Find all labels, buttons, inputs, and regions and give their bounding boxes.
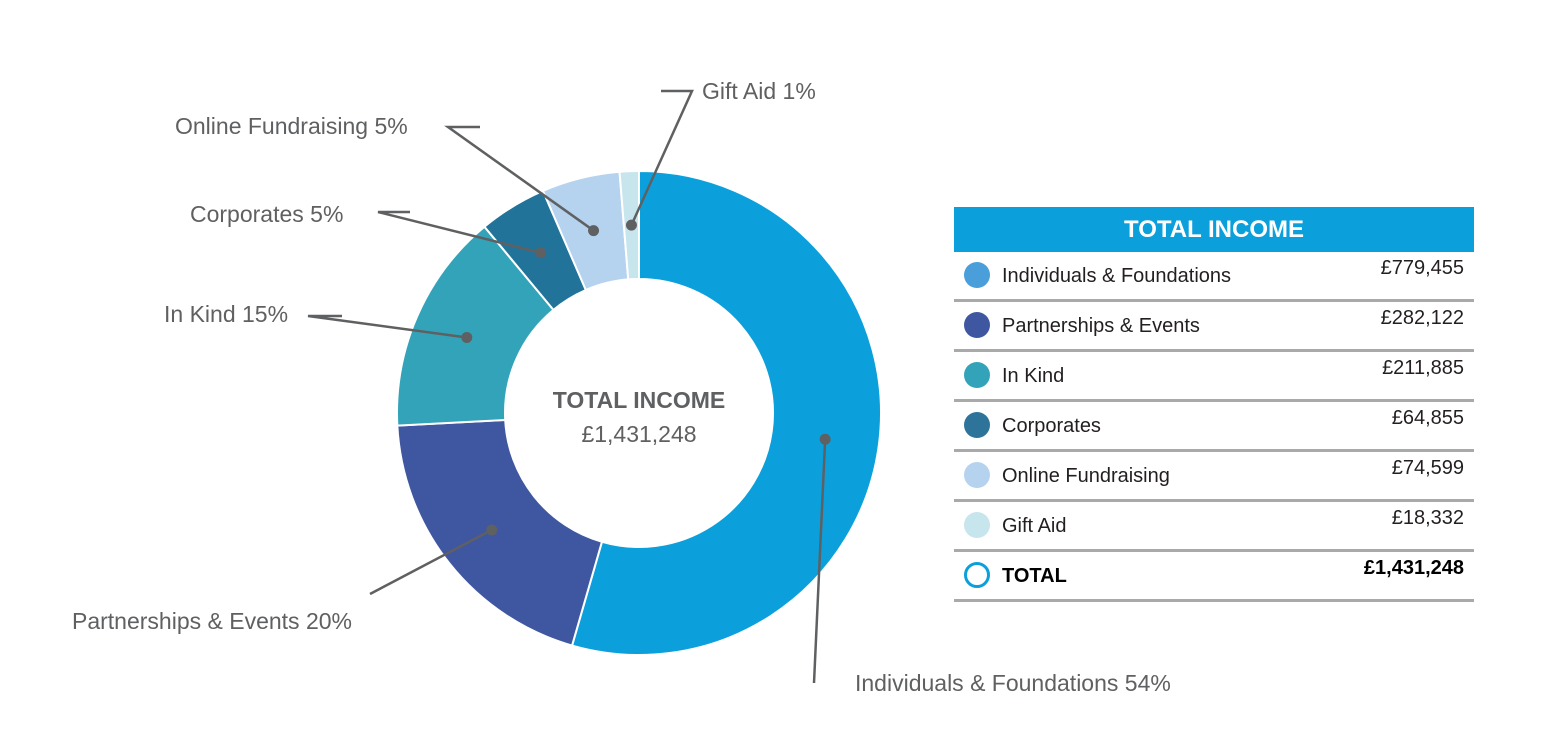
legend-dot-icon: [964, 362, 990, 388]
table-row-corporates: Corporates £64,855: [954, 402, 1474, 452]
legend-dot-icon: [964, 462, 990, 488]
total-amount: £1,431,248: [1363, 557, 1464, 579]
slice-partnerships-events: [396, 418, 604, 647]
leader-line-gift-aid: [630, 89, 694, 226]
leader-line-in-kind: [307, 314, 467, 339]
callout-partnerships-events: Partnerships & Events 20%: [72, 608, 352, 634]
table-header: TOTAL INCOME: [954, 207, 1474, 252]
callout-online-fundraising: Online Fundraising 5%: [175, 113, 408, 139]
total-ring-icon: [964, 562, 990, 588]
legend-dot-icon: [964, 262, 990, 288]
leader-dot-individuals-foundations: [819, 433, 831, 445]
row-amount: £64,855: [1391, 407, 1464, 429]
total-label: TOTAL: [1002, 565, 1067, 587]
slice-in-kind: [396, 225, 555, 427]
callout-in-kind: In Kind 15%: [164, 301, 288, 327]
callout-gift-aid: Gift Aid 1%: [702, 78, 816, 104]
callout-labels: Individuals & Foundations 54% Partnershi…: [72, 78, 1171, 696]
callout-leaders: [307, 89, 831, 684]
leader-dot-partnerships-events: [486, 524, 498, 536]
row-label: In Kind: [1002, 365, 1065, 387]
row-amount: £779,455: [1380, 257, 1464, 279]
row-label: Online Fundraising: [1002, 465, 1170, 487]
leader-dot-gift-aid: [625, 219, 637, 231]
leader-line-individuals-foundations: [812, 439, 827, 684]
row-amount: £74,599: [1391, 457, 1464, 479]
callout-individuals-foundations: Individuals & Foundations 54%: [855, 670, 1171, 696]
legend-dot-icon: [964, 512, 990, 538]
legend-dot-icon: [964, 312, 990, 338]
row-amount: £211,885: [1382, 357, 1464, 379]
table-row-online-fundraising: Online Fundraising £74,599: [954, 452, 1474, 502]
table-row-individuals-foundations: Individuals & Foundations £779,455: [954, 252, 1474, 302]
center-value: £1,431,248: [581, 421, 696, 447]
leader-line-partnerships-events: [369, 528, 493, 596]
table-row-total: TOTAL £1,431,248: [954, 552, 1474, 602]
center-title: TOTAL INCOME: [553, 387, 726, 413]
row-label: Partnerships & Events: [1002, 315, 1200, 337]
donut-slices: [396, 169, 882, 656]
table-row-in-kind: In Kind £211,885: [954, 352, 1474, 402]
row-label: Gift Aid: [1002, 515, 1067, 537]
leader-line-online-fundraising: [444, 125, 595, 232]
table-row-partnerships-events: Partnerships & Events £282,122: [954, 302, 1474, 352]
row-label: Individuals & Foundations: [1002, 265, 1232, 287]
leader-dot-online-fundraising: [588, 225, 600, 237]
legend-dot-icon: [964, 412, 990, 438]
slice-individuals-foundations: [570, 169, 882, 656]
table-row-gift-aid: Gift Aid £18,332: [954, 502, 1474, 552]
callout-corporates: Corporates 5%: [190, 201, 343, 227]
leader-dot-corporates: [535, 247, 547, 259]
leader-line-corporates: [377, 210, 541, 254]
row-amount: £282,122: [1380, 307, 1464, 329]
row-label: Corporates: [1002, 415, 1101, 437]
row-amount: £18,332: [1391, 507, 1464, 529]
leader-dot-in-kind: [461, 332, 473, 344]
income-table: TOTAL INCOME Individuals & Foundations £…: [954, 207, 1474, 602]
